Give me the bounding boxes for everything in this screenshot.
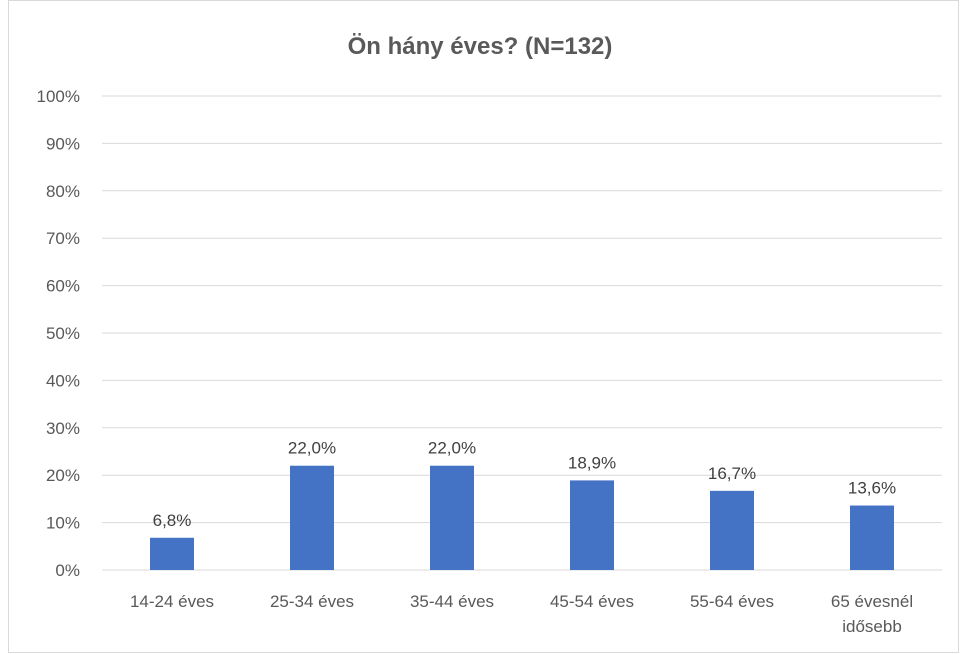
x-tick-label-line: 45-54 éves (550, 592, 634, 611)
x-tick-label: 35-44 éves (410, 592, 494, 611)
y-tick-label: 100% (37, 87, 80, 106)
data-label: 16,7% (708, 464, 756, 483)
x-tick-label-line: idősebb (842, 617, 902, 636)
bar (290, 465, 334, 570)
x-tick-label-line: 65 évesnél (831, 592, 913, 611)
y-tick-label: 20% (46, 466, 80, 485)
y-tick-label: 0% (55, 561, 80, 580)
y-tick-label: 70% (46, 229, 80, 248)
y-tick-label: 10% (46, 514, 80, 533)
bar (850, 505, 894, 570)
bar (430, 465, 474, 570)
x-tick-label-line: 14-24 éves (130, 592, 214, 611)
x-tick-label: 65 évesnél idősebb (831, 592, 913, 636)
data-label: 22,0% (428, 439, 476, 458)
x-tick-label: 45-54 éves (550, 592, 634, 611)
y-tick-label: 90% (46, 134, 80, 153)
y-tick-label: 50% (46, 324, 80, 343)
x-tick-label: 14-24 éves (130, 592, 214, 611)
bar (570, 480, 614, 570)
bar (150, 537, 194, 570)
x-tick-label-line: 25-34 éves (270, 592, 354, 611)
bar (710, 490, 754, 570)
y-tick-label: 80% (46, 182, 80, 201)
data-label: 13,6% (848, 479, 896, 498)
x-tick-label-line: 55-64 éves (690, 592, 774, 611)
data-label: 18,9% (568, 453, 616, 472)
data-label: 6,8% (153, 511, 192, 530)
x-tick-label-line: 35-44 éves (410, 592, 494, 611)
y-tick-label: 60% (46, 277, 80, 296)
x-tick-label: 55-64 éves (690, 592, 774, 611)
data-label: 22,0% (288, 439, 336, 458)
y-tick-label: 30% (46, 419, 80, 438)
x-tick-label: 25-34 éves (270, 592, 354, 611)
y-tick-label: 40% (46, 371, 80, 390)
chart-title: Ön hány éves? (N=132) (347, 33, 613, 60)
